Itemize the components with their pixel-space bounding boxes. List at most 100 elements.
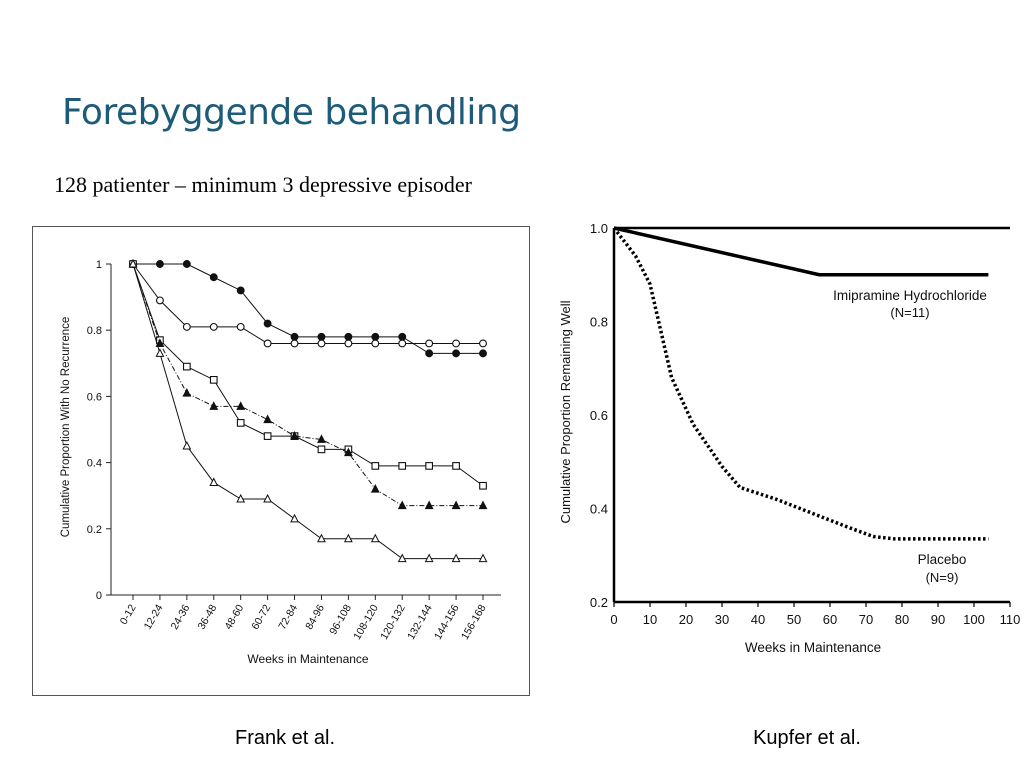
data-point	[236, 322, 245, 331]
y-tick-label: 0.8	[87, 325, 102, 337]
data-point	[290, 332, 299, 341]
data-point	[209, 273, 218, 282]
data-point	[425, 339, 434, 348]
data-point	[478, 500, 488, 510]
slide-title: Forebyggende behandling	[62, 92, 521, 133]
data-point	[182, 322, 191, 331]
series-filled-triangle	[128, 258, 488, 510]
data-point	[236, 419, 245, 427]
data-point	[479, 349, 487, 358]
data-point	[263, 414, 273, 424]
x-tick-label: 36-48	[196, 602, 220, 631]
data-point	[236, 286, 245, 295]
x-tick-label: 108-120	[351, 602, 381, 642]
data-point	[452, 339, 461, 348]
series-line	[612, 226, 989, 541]
x-tick-label: 100	[963, 612, 985, 627]
data-point	[343, 533, 353, 543]
slide-subtitle: 128 patienter – minimum 3 depressive epi…	[54, 172, 472, 197]
x-tick-label: 96-108	[327, 602, 354, 636]
data-point	[155, 348, 165, 357]
data-point	[182, 440, 192, 450]
data-point	[236, 401, 246, 410]
data-point	[209, 376, 218, 384]
series-line	[133, 263, 483, 354]
data-point	[290, 513, 299, 523]
series-annotation: Placebo	[918, 552, 967, 567]
y-tick-label: 1.0	[590, 221, 608, 236]
y-tick-label: 0	[96, 590, 102, 602]
y-axis-label: Cumulative Proportion With No Recurrence	[60, 317, 72, 538]
series-annotation: (N=11)	[890, 305, 929, 320]
caption-frank: Frank et al.	[234, 727, 336, 749]
series-placebo: Placebo (N=9)	[612, 226, 989, 585]
x-tick-label: 12-24	[142, 602, 166, 631]
data-point	[182, 362, 191, 371]
x-tick-label: 0-12	[118, 602, 139, 626]
x-tick-label: 60	[823, 612, 837, 627]
y-tick-label: 0.2	[87, 524, 102, 536]
data-point	[398, 462, 407, 470]
series-annotation: (N=9)	[926, 570, 959, 585]
data-point	[424, 553, 434, 563]
data-point	[397, 553, 407, 563]
caption-kupfer: Kupfer et al.	[753, 727, 861, 749]
data-point	[344, 332, 353, 341]
frank-chart-panel: 0 0.2 0.4 0.6 0.8 1 0-12 12-24 24-36 36-48 48-60 60…	[32, 226, 530, 696]
x-tick-label: 90	[931, 612, 945, 627]
data-point	[182, 260, 191, 268]
x-tick-label: 10	[643, 612, 657, 627]
data-point	[317, 332, 326, 341]
y-tick-label: 0.8	[590, 315, 608, 330]
data-point	[317, 445, 326, 454]
series-line	[132, 263, 483, 507]
data-point	[263, 339, 272, 348]
series-line	[132, 263, 483, 560]
data-point	[209, 401, 219, 410]
data-point	[317, 434, 326, 443]
data-point	[128, 258, 138, 268]
data-point	[425, 462, 434, 470]
data-point	[370, 483, 380, 493]
x-axis-label: Weeks in Maintenance	[745, 640, 881, 655]
data-point	[317, 339, 326, 348]
data-point	[397, 500, 407, 510]
data-point	[155, 296, 164, 305]
x-tick-label: 144-156	[432, 602, 462, 642]
x-tick-label: 60-72	[249, 602, 273, 631]
x-tick-label: 110	[1000, 612, 1021, 627]
data-point	[290, 431, 299, 440]
data-point	[155, 338, 165, 347]
x-axis-label: Weeks in Maintenance	[247, 652, 369, 666]
series-open-square	[129, 260, 487, 490]
kupfer-line-chart: 0.2 0.4 0.6 0.8 1.0 0 10 20 30 40 50 60 70 80 90 100 110…	[558, 221, 1021, 655]
data-point	[263, 493, 273, 503]
y-tick-label: 0.6	[87, 391, 102, 403]
x-tick-label: 50	[787, 612, 801, 627]
data-point	[452, 462, 460, 470]
x-tick-label: 72-84	[276, 602, 300, 631]
data-point	[182, 387, 192, 397]
series-open-circle	[129, 260, 487, 348]
data-point	[424, 500, 434, 510]
data-point	[263, 319, 272, 328]
y-tick-label: 0.4	[87, 458, 102, 470]
data-point	[317, 533, 326, 543]
series-line	[132, 263, 483, 344]
data-point	[398, 339, 407, 348]
x-tick-label: 48-60	[222, 602, 246, 631]
x-tick-label: 0	[610, 612, 617, 627]
data-point	[479, 481, 487, 490]
x-tick-label: 156-168	[459, 602, 489, 642]
series-open-triangle	[128, 258, 488, 563]
data-point	[478, 553, 488, 563]
data-point	[479, 339, 487, 348]
series-line	[132, 263, 484, 487]
data-point	[371, 332, 380, 341]
data-point	[209, 322, 218, 331]
y-tick-label: 0.2	[590, 595, 608, 610]
data-point	[343, 447, 353, 457]
series-imipramine: Imipramine Hydrochloride (N=11)	[613, 226, 989, 320]
x-tick-label: 70	[859, 612, 873, 627]
y-tick-label: 1	[96, 259, 102, 271]
